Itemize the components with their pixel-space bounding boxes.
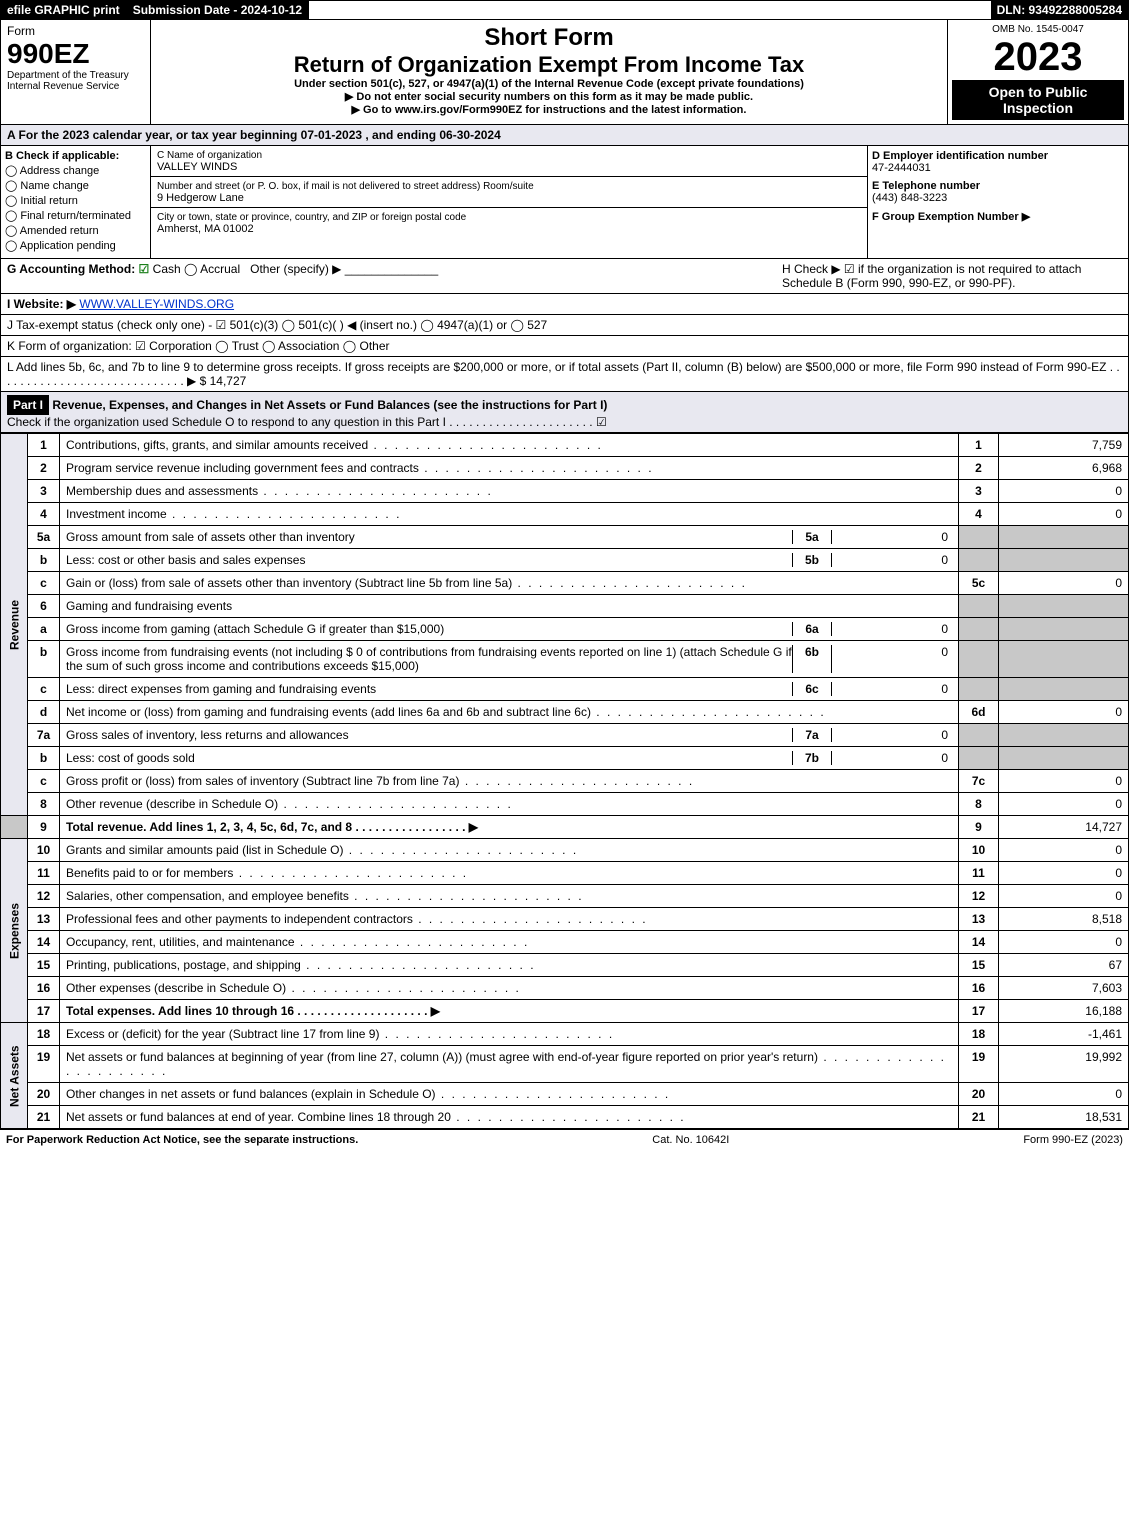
- main-title: Return of Organization Exempt From Incom…: [155, 52, 943, 78]
- line-6d: dNet income or (loss) from gaming and fu…: [1, 701, 1129, 724]
- line-7b: b Less: cost of goods sold7b0: [1, 747, 1129, 770]
- c-city-label: City or town, state or province, country…: [157, 212, 466, 223]
- b-label: B Check if applicable:: [5, 150, 119, 162]
- ssn-warning: ▶ Do not enter social security numbers o…: [155, 90, 943, 103]
- website-link[interactable]: WWW.VALLEY-WINDS.ORG: [79, 297, 234, 311]
- line-4: 4Investment income 40: [1, 503, 1129, 526]
- top-bar: efile GRAPHIC print Submission Date - 20…: [0, 0, 1129, 20]
- tax-year: 2023: [952, 35, 1124, 80]
- c-addr-label: Number and street (or P. O. box, if mail…: [157, 181, 534, 192]
- chk-initial-return[interactable]: ◯ Initial return: [5, 194, 146, 207]
- under-section: Under section 501(c), 527, or 4947(a)(1)…: [155, 78, 943, 90]
- line-5a: 5a Gross amount from sale of assets othe…: [1, 526, 1129, 549]
- chk-address-change[interactable]: ◯ Address change: [5, 164, 146, 177]
- line-9: 9Total revenue. Add lines 1, 2, 3, 4, 5c…: [1, 816, 1129, 839]
- line-13: 13Professional fees and other payments t…: [1, 908, 1129, 931]
- section-c-name-addr: C Name of organization VALLEY WINDS Numb…: [151, 146, 868, 258]
- side-expenses: Expenses: [1, 839, 28, 1023]
- form-header: Form 990EZ Department of the Treasury In…: [0, 20, 1129, 125]
- short-form-title: Short Form: [155, 24, 943, 52]
- gross-receipts-value: 14,727: [210, 374, 247, 388]
- line-14: 14Occupancy, rent, utilities, and mainte…: [1, 931, 1129, 954]
- line-6: 6Gaming and fundraising events: [1, 595, 1129, 618]
- c-name-label: C Name of organization: [157, 150, 262, 161]
- title-block: Short Form Return of Organization Exempt…: [151, 20, 948, 124]
- omb-number: OMB No. 1545-0047: [952, 24, 1124, 35]
- line-6c: c Less: direct expenses from gaming and …: [1, 678, 1129, 701]
- chk-amended-return[interactable]: ◯ Amended return: [5, 224, 146, 237]
- year-block: OMB No. 1545-0047 2023 Open to Public In…: [948, 20, 1128, 124]
- part-i-check: Check if the organization used Schedule …: [7, 415, 607, 429]
- group-exemption-label: F Group Exemption Number ▶: [872, 211, 1030, 223]
- line-11: 11Benefits paid to or for members110: [1, 862, 1129, 885]
- line-18: Net Assets 18Excess or (deficit) for the…: [1, 1023, 1129, 1046]
- section-d-e-f: D Employer identification number 47-2444…: [868, 146, 1128, 258]
- chk-application-pending[interactable]: ◯ Application pending: [5, 239, 146, 252]
- part-i-title: Revenue, Expenses, and Changes in Net As…: [52, 398, 607, 412]
- ein-value: 47-2444031: [872, 162, 931, 174]
- dln-label: DLN: 93492288005284: [991, 1, 1128, 19]
- tel-value: (443) 848-3223: [872, 192, 947, 204]
- row-l-gross-receipts: L Add lines 5b, 6c, and 7b to line 9 to …: [0, 357, 1129, 392]
- form-number: 990EZ: [7, 38, 144, 70]
- side-net-assets: Net Assets: [1, 1023, 28, 1129]
- chk-final-return[interactable]: ◯ Final return/terminated: [5, 209, 146, 222]
- line-7a: 7a Gross sales of inventory, less return…: [1, 724, 1129, 747]
- check-icon: ☑: [139, 262, 150, 276]
- line-21: 21Net assets or fund balances at end of …: [1, 1106, 1129, 1129]
- part-i-tag: Part I: [7, 395, 49, 415]
- line-2: 2Program service revenue including gover…: [1, 457, 1129, 480]
- row-i-website: I Website: ▶ WWW.VALLEY-WINDS.ORG: [0, 294, 1129, 315]
- section-b-checks: B Check if applicable: ◯ Address change …: [1, 146, 151, 258]
- row-j-tax-status: J Tax-exempt status (check only one) - ☑…: [0, 315, 1129, 336]
- org-info-block: B Check if applicable: ◯ Address change …: [0, 146, 1129, 259]
- line-17: 17Total expenses. Add lines 10 through 1…: [1, 1000, 1129, 1023]
- form-word: Form: [7, 24, 144, 38]
- line-19: 19Net assets or fund balances at beginni…: [1, 1046, 1129, 1083]
- line-8: 8Other revenue (describe in Schedule O) …: [1, 793, 1129, 816]
- line-12: 12Salaries, other compensation, and empl…: [1, 885, 1129, 908]
- efile-label: efile GRAPHIC print: [1, 1, 127, 19]
- line-6a: a Gross income from gaming (attach Sched…: [1, 618, 1129, 641]
- footer-form-ref: Form 990-EZ (2023): [1023, 1134, 1123, 1146]
- amt-1: 7,759: [999, 434, 1129, 457]
- dept-treasury: Department of the Treasury: [7, 70, 144, 81]
- goto-link[interactable]: ▶ Go to www.irs.gov/Form990EZ for instru…: [155, 103, 943, 116]
- irs-label: Internal Revenue Service: [7, 81, 144, 92]
- line-16: 16Other expenses (describe in Schedule O…: [1, 977, 1129, 1000]
- line-3: 3Membership dues and assessments 30: [1, 480, 1129, 503]
- org-name: VALLEY WINDS: [157, 161, 237, 173]
- footer-left: For Paperwork Reduction Act Notice, see …: [6, 1134, 358, 1146]
- line-6b: b Gross income from fundraising events (…: [1, 641, 1129, 678]
- row-g-h: G Accounting Method: ☑ Cash ◯ Accrual Ot…: [0, 259, 1129, 294]
- line-5b: b Less: cost or other basis and sales ex…: [1, 549, 1129, 572]
- section-h: H Check ▶ ☑ if the organization is not r…: [782, 262, 1122, 290]
- part-i-header: Part I Revenue, Expenses, and Changes in…: [0, 392, 1129, 433]
- accounting-method: G Accounting Method: ☑ Cash ◯ Accrual Ot…: [7, 262, 438, 290]
- page-footer: For Paperwork Reduction Act Notice, see …: [0, 1129, 1129, 1150]
- line-1: Revenue 1 Contributions, gifts, grants, …: [1, 434, 1129, 457]
- ein-label: D Employer identification number: [872, 150, 1048, 162]
- org-city: Amherst, MA 01002: [157, 223, 254, 235]
- tel-label: E Telephone number: [872, 180, 980, 192]
- row-k-org-form: K Form of organization: ☑ Corporation ◯ …: [0, 336, 1129, 357]
- org-street: 9 Hedgerow Lane: [157, 192, 244, 204]
- submission-date: Submission Date - 2024-10-12: [127, 1, 309, 19]
- footer-cat-no: Cat. No. 10642I: [652, 1134, 729, 1146]
- line-10: Expenses 10Grants and similar amounts pa…: [1, 839, 1129, 862]
- line-15: 15Printing, publications, postage, and s…: [1, 954, 1129, 977]
- lines-table: Revenue 1 Contributions, gifts, grants, …: [0, 433, 1129, 1129]
- open-inspection: Open to Public Inspection: [952, 80, 1124, 120]
- side-revenue: Revenue: [1, 434, 28, 816]
- chk-name-change[interactable]: ◯ Name change: [5, 179, 146, 192]
- line-7c: cGross profit or (loss) from sales of in…: [1, 770, 1129, 793]
- line-5c: cGain or (loss) from sale of assets othe…: [1, 572, 1129, 595]
- section-a-period: A For the 2023 calendar year, or tax yea…: [0, 125, 1129, 146]
- form-id-block: Form 990EZ Department of the Treasury In…: [1, 20, 151, 124]
- line-20: 20Other changes in net assets or fund ba…: [1, 1083, 1129, 1106]
